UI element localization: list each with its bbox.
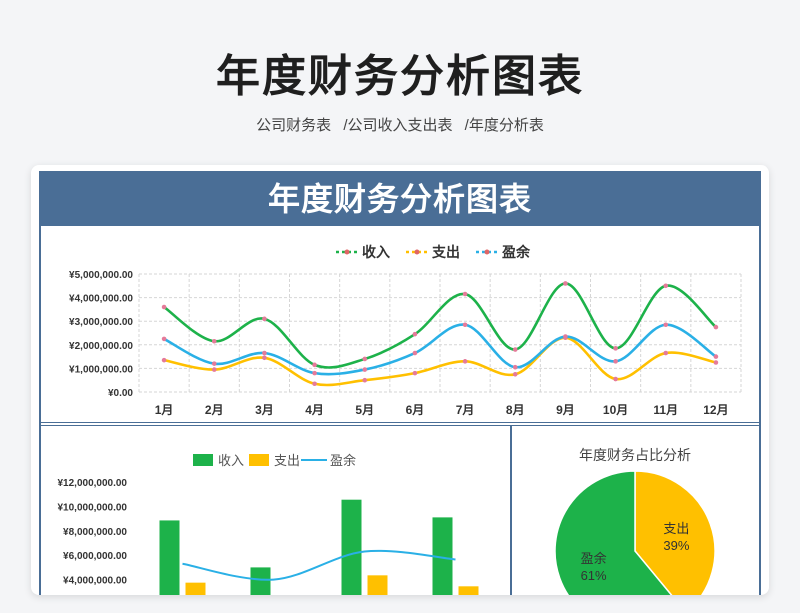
sheet-banner: 年度财务分析图表 xyxy=(41,173,759,225)
data-point xyxy=(663,322,669,328)
nav-link-income-expense-table[interactable]: /公司收入支出表 xyxy=(343,117,453,134)
data-point xyxy=(161,357,167,363)
data-point xyxy=(161,336,167,342)
data-point xyxy=(713,324,719,330)
data-point xyxy=(512,364,518,370)
legend-bar-swatch xyxy=(249,454,269,466)
bar-income xyxy=(159,520,180,595)
data-point xyxy=(211,367,217,372)
data-point xyxy=(563,281,568,286)
pie-slice xyxy=(554,470,673,595)
data-point xyxy=(211,361,217,366)
preview-card: 年度财务分析图表 收入 支出 盈余 ¥0.00 ¥1,000,000.00 ¥2,000,… xyxy=(31,165,769,595)
legend-label: 盈余 xyxy=(501,244,531,260)
data-point xyxy=(462,291,468,297)
nav-link-finance-table[interactable]: 公司财务表 xyxy=(256,117,332,134)
monthly-line-chart: 收入 支出 盈余 ¥0.00 ¥1,000,000.00 ¥2,000,000.00 ¥3,… xyxy=(69,244,742,417)
data-point xyxy=(312,370,317,376)
page-title: 年度财务分析图表 xyxy=(216,52,584,101)
bar-income xyxy=(432,517,453,595)
x-tick-label: 6月 xyxy=(406,403,425,417)
data-point xyxy=(412,331,418,337)
data-point xyxy=(462,322,468,328)
data-point xyxy=(563,334,568,339)
data-point xyxy=(362,367,368,372)
y-tick-label: ¥12,000,000.00 xyxy=(57,478,127,489)
legend-marker xyxy=(484,249,490,255)
data-point xyxy=(613,359,618,364)
data-point xyxy=(613,376,618,382)
quarterly-bar-chart: 收入 支出 盈余 ¥4,000,000.00 ¥6,000,000.00 ¥8,000,0… xyxy=(57,453,479,595)
x-tick-label: 9月 xyxy=(556,403,575,417)
pie-slice-label: 支出 xyxy=(663,521,689,536)
y-tick-label: ¥4,000,000.00 xyxy=(63,576,127,587)
data-point xyxy=(362,377,368,383)
data-point xyxy=(412,350,418,356)
annual-pie-chart-panel: 年度财务占比分析支出 39% 盈余 61% xyxy=(511,425,759,595)
bar-income xyxy=(341,499,362,595)
y-tick-label: ¥8,000,000.00 xyxy=(63,527,127,538)
data-point xyxy=(713,360,719,365)
x-tick-label: 4月 xyxy=(305,403,324,417)
y-tick-label: ¥3,000,000.00 xyxy=(69,317,133,328)
y-tick-label: ¥2,000,000.00 xyxy=(69,341,133,352)
y-tick-label: ¥10,000,000.00 xyxy=(57,502,127,513)
data-point xyxy=(312,381,317,387)
y-tick-label: ¥0.00 xyxy=(108,388,133,399)
data-point xyxy=(663,283,669,289)
nav-link-annual-analysis[interactable]: /年度分析表 xyxy=(464,117,544,134)
legend-label: 支出 xyxy=(431,244,460,260)
pie-slice xyxy=(634,470,716,595)
data-point xyxy=(262,355,267,361)
data-point xyxy=(161,304,167,310)
data-point xyxy=(462,359,468,364)
y-tick-label: ¥4,000,000.00 xyxy=(69,294,133,305)
spreadsheet-sheet: 年度财务分析图表 收入 支出 盈余 ¥0.00 ¥1,000,000.00 ¥2,000,… xyxy=(39,171,761,595)
x-tick-label: 8月 xyxy=(506,403,525,417)
data-point xyxy=(713,354,719,359)
x-tick-label: 3月 xyxy=(255,403,274,417)
x-tick-label: 12月 xyxy=(703,403,728,417)
legend-label: 盈余 xyxy=(330,453,356,468)
data-point xyxy=(262,350,267,356)
bar-expense xyxy=(367,575,388,595)
bar-expense xyxy=(185,582,206,595)
monthly-line-chart-panel: 收入 支出 盈余 ¥0.00 ¥1,000,000.00 ¥2,000,000.00 ¥3,… xyxy=(41,225,759,423)
pie-slice-value: 39% xyxy=(663,538,689,553)
series-line-profit xyxy=(182,549,456,581)
data-point xyxy=(312,362,317,368)
pie-title: 年度财务占比分析 xyxy=(579,447,691,463)
y-tick-label: ¥6,000,000.00 xyxy=(63,551,127,562)
data-point xyxy=(412,370,418,376)
x-tick-label: 1月 xyxy=(155,403,174,417)
data-point xyxy=(362,356,368,362)
x-tick-label: 11月 xyxy=(653,403,678,417)
data-point xyxy=(211,338,217,344)
x-tick-label: 2月 xyxy=(205,403,224,417)
data-point xyxy=(613,346,618,351)
data-point xyxy=(512,372,518,377)
legend-label: 收入 xyxy=(362,244,390,260)
pie-slice-label: 盈余 xyxy=(581,551,607,566)
y-tick-label: ¥1,000,000.00 xyxy=(69,364,133,375)
quarterly-bar-chart-panel: 收入 支出 盈余 ¥4,000,000.00 ¥6,000,000.00 ¥8,000,0… xyxy=(41,425,511,595)
data-point xyxy=(262,316,267,322)
legend-bar-swatch xyxy=(193,454,213,466)
legend-label: 收入 xyxy=(218,453,244,468)
legend-marker xyxy=(344,249,350,255)
x-tick-label: 10月 xyxy=(603,403,628,417)
pie-slice-value: 61% xyxy=(581,568,607,583)
data-point xyxy=(663,350,669,356)
y-tick-label: ¥5,000,000.00 xyxy=(69,270,133,281)
legend-marker xyxy=(414,249,420,255)
bar-expense xyxy=(458,586,479,595)
data-point xyxy=(512,347,518,352)
x-tick-label: 7月 xyxy=(456,403,475,417)
legend-label: 支出 xyxy=(274,453,300,468)
breadcrumb: 公司财务表 /公司收入支出表 /年度分析表 xyxy=(0,114,800,135)
x-tick-label: 5月 xyxy=(355,403,374,417)
bar-income xyxy=(250,567,271,595)
